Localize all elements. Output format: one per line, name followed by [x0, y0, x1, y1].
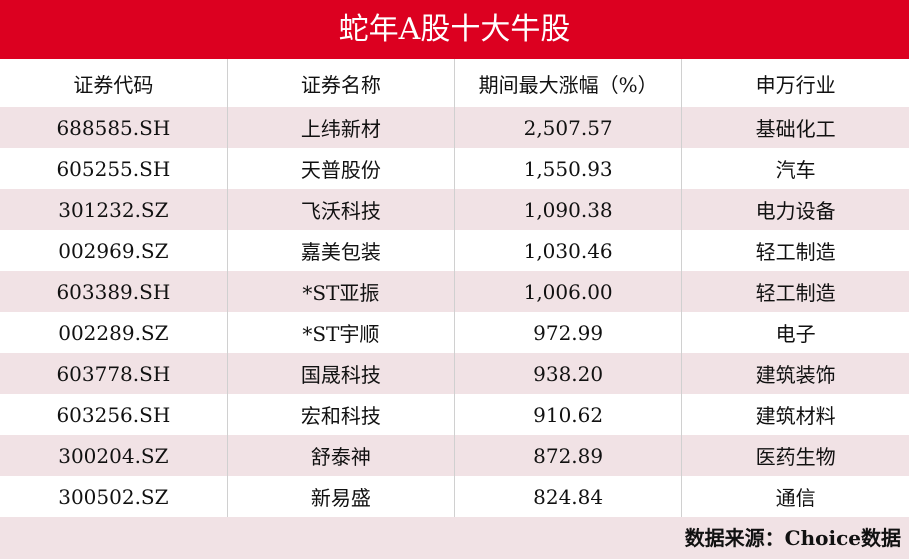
- header-code: 证券代码: [0, 59, 228, 107]
- header-industry: 申万行业: [681, 59, 909, 107]
- cell-industry: 电力设备: [681, 189, 909, 230]
- cell-code: 603256.SH: [0, 394, 228, 435]
- cell-industry: 建筑材料: [681, 394, 909, 435]
- cell-name: 舒泰神: [226, 435, 455, 476]
- cell-gain: 824.84: [453, 476, 682, 517]
- table-row: 688585.SH 上纬新材 2,507.57 基础化工: [0, 107, 909, 148]
- cell-industry: 电子: [681, 312, 909, 353]
- cell-gain: 972.99: [453, 312, 682, 353]
- cell-gain: 2,507.57: [453, 107, 682, 148]
- table-title: 蛇年A股十大牛股: [0, 0, 909, 59]
- header-gain: 期间最大涨幅（%）: [453, 59, 682, 107]
- cell-code: 603389.SH: [0, 271, 228, 312]
- source-note: 数据来源：Choice数据: [0, 517, 909, 559]
- cell-name: 国晟科技: [226, 353, 455, 394]
- cell-name: 新易盛: [226, 476, 455, 517]
- cell-code: 301232.SZ: [0, 189, 228, 230]
- cell-gain: 1,550.93: [453, 148, 682, 189]
- cell-name: 嘉美包装: [226, 230, 455, 271]
- cell-name: *ST亚振: [226, 271, 455, 312]
- table-row: 002969.SZ 嘉美包装 1,030.46 轻工制造: [0, 230, 909, 271]
- table-row: 300502.SZ 新易盛 824.84 通信: [0, 476, 909, 517]
- cell-industry: 医药生物: [681, 435, 909, 476]
- cell-code: 300204.SZ: [0, 435, 228, 476]
- cell-name: 宏和科技: [226, 394, 455, 435]
- cell-code: 603778.SH: [0, 353, 228, 394]
- cell-industry: 汽车: [681, 148, 909, 189]
- cell-gain: 1,090.38: [453, 189, 682, 230]
- cell-code: 300502.SZ: [0, 476, 228, 517]
- cell-code: 002969.SZ: [0, 230, 228, 271]
- table-row: 605255.SH 天普股份 1,550.93 汽车: [0, 148, 909, 189]
- cell-code: 688585.SH: [0, 107, 228, 148]
- cell-industry: 建筑装饰: [681, 353, 909, 394]
- cell-industry: 通信: [681, 476, 909, 517]
- cell-industry: 轻工制造: [681, 271, 909, 312]
- stock-table: 证券代码 证券名称 期间最大涨幅（%） 申万行业 688585.SH 上纬新材 2,…: [0, 59, 909, 517]
- table-row: 300204.SZ 舒泰神 872.89 医药生物: [0, 435, 909, 476]
- cell-gain: 1,006.00: [453, 271, 682, 312]
- header-row: 证券代码 证券名称 期间最大涨幅（%） 申万行业: [0, 59, 909, 107]
- cell-industry: 轻工制造: [681, 230, 909, 271]
- table-row: 301232.SZ 飞沃科技 1,090.38 电力设备: [0, 189, 909, 230]
- table-row: 002289.SZ *ST宇顺 972.99 电子: [0, 312, 909, 353]
- cell-gain: 872.89: [453, 435, 682, 476]
- cell-gain: 910.62: [453, 394, 682, 435]
- cell-name: 飞沃科技: [226, 189, 455, 230]
- cell-code: 605255.SH: [0, 148, 228, 189]
- cell-name: *ST宇顺: [226, 312, 455, 353]
- cell-industry: 基础化工: [681, 107, 909, 148]
- cell-gain: 1,030.46: [453, 230, 682, 271]
- table-row: 603389.SH *ST亚振 1,006.00 轻工制造: [0, 271, 909, 312]
- table-row: 603256.SH 宏和科技 910.62 建筑材料: [0, 394, 909, 435]
- cell-code: 002289.SZ: [0, 312, 228, 353]
- cell-name: 天普股份: [226, 148, 455, 189]
- header-name: 证券名称: [226, 59, 455, 107]
- table-row: 603778.SH 国晟科技 938.20 建筑装饰: [0, 353, 909, 394]
- cell-gain: 938.20: [453, 353, 682, 394]
- cell-name: 上纬新材: [226, 107, 455, 148]
